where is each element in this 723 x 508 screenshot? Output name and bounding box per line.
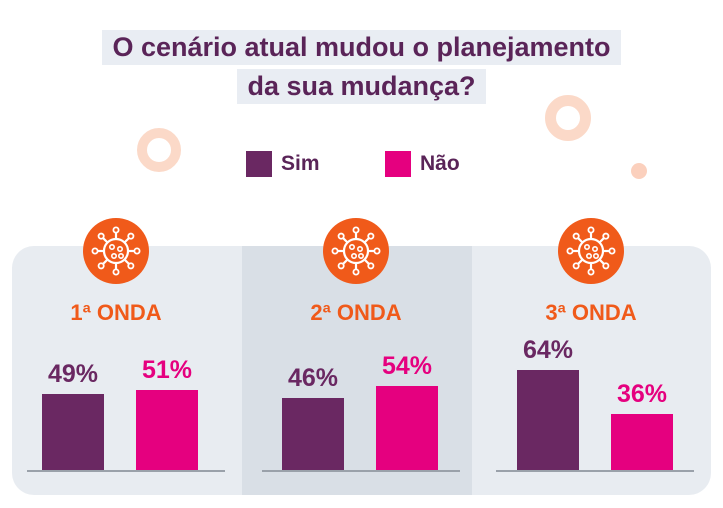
category-label: 3ª ONDA	[545, 300, 637, 325]
legend-item-nao: Não	[385, 151, 460, 177]
virus-icon-graphic	[331, 226, 381, 276]
bar-sim	[282, 398, 344, 470]
data-label: 49%	[47, 360, 99, 388]
data-label: 54%	[381, 352, 433, 380]
chart-title: O cenário atual mudou o planejamento da …	[0, 30, 723, 104]
virus-icon-graphic	[566, 226, 616, 276]
category-label: 2ª ONDA	[310, 300, 402, 325]
virus-icon	[83, 218, 149, 284]
bar-sim	[42, 394, 104, 470]
decorative-ring	[137, 128, 181, 172]
title-line-1: O cenário atual mudou o planejamento	[102, 30, 621, 65]
x-axis-line	[27, 470, 225, 472]
bar-nao	[611, 414, 673, 470]
category-label: 1ª ONDA	[70, 300, 162, 325]
bar-sim	[517, 370, 579, 470]
legend-swatch-nao	[385, 151, 411, 177]
legend-item-sim: Sim	[246, 151, 320, 177]
virus-icon	[558, 218, 624, 284]
data-label: 64%	[522, 336, 574, 364]
data-label: 36%	[616, 380, 668, 408]
legend-swatch-sim	[246, 151, 272, 177]
x-axis-line	[262, 470, 460, 472]
data-label: 46%	[287, 364, 339, 392]
virus-icon-graphic	[91, 226, 141, 276]
legend-label-nao: Não	[420, 152, 460, 175]
virus-icon	[323, 218, 389, 284]
title-line-2: da sua mudança?	[237, 69, 486, 104]
bar-nao	[376, 386, 438, 470]
decorative-ring	[545, 95, 591, 141]
x-axis-line	[496, 470, 694, 472]
data-label: 51%	[141, 356, 193, 384]
bar-nao	[136, 390, 198, 470]
legend-label-sim: Sim	[281, 152, 320, 175]
decorative-dot	[631, 163, 647, 179]
